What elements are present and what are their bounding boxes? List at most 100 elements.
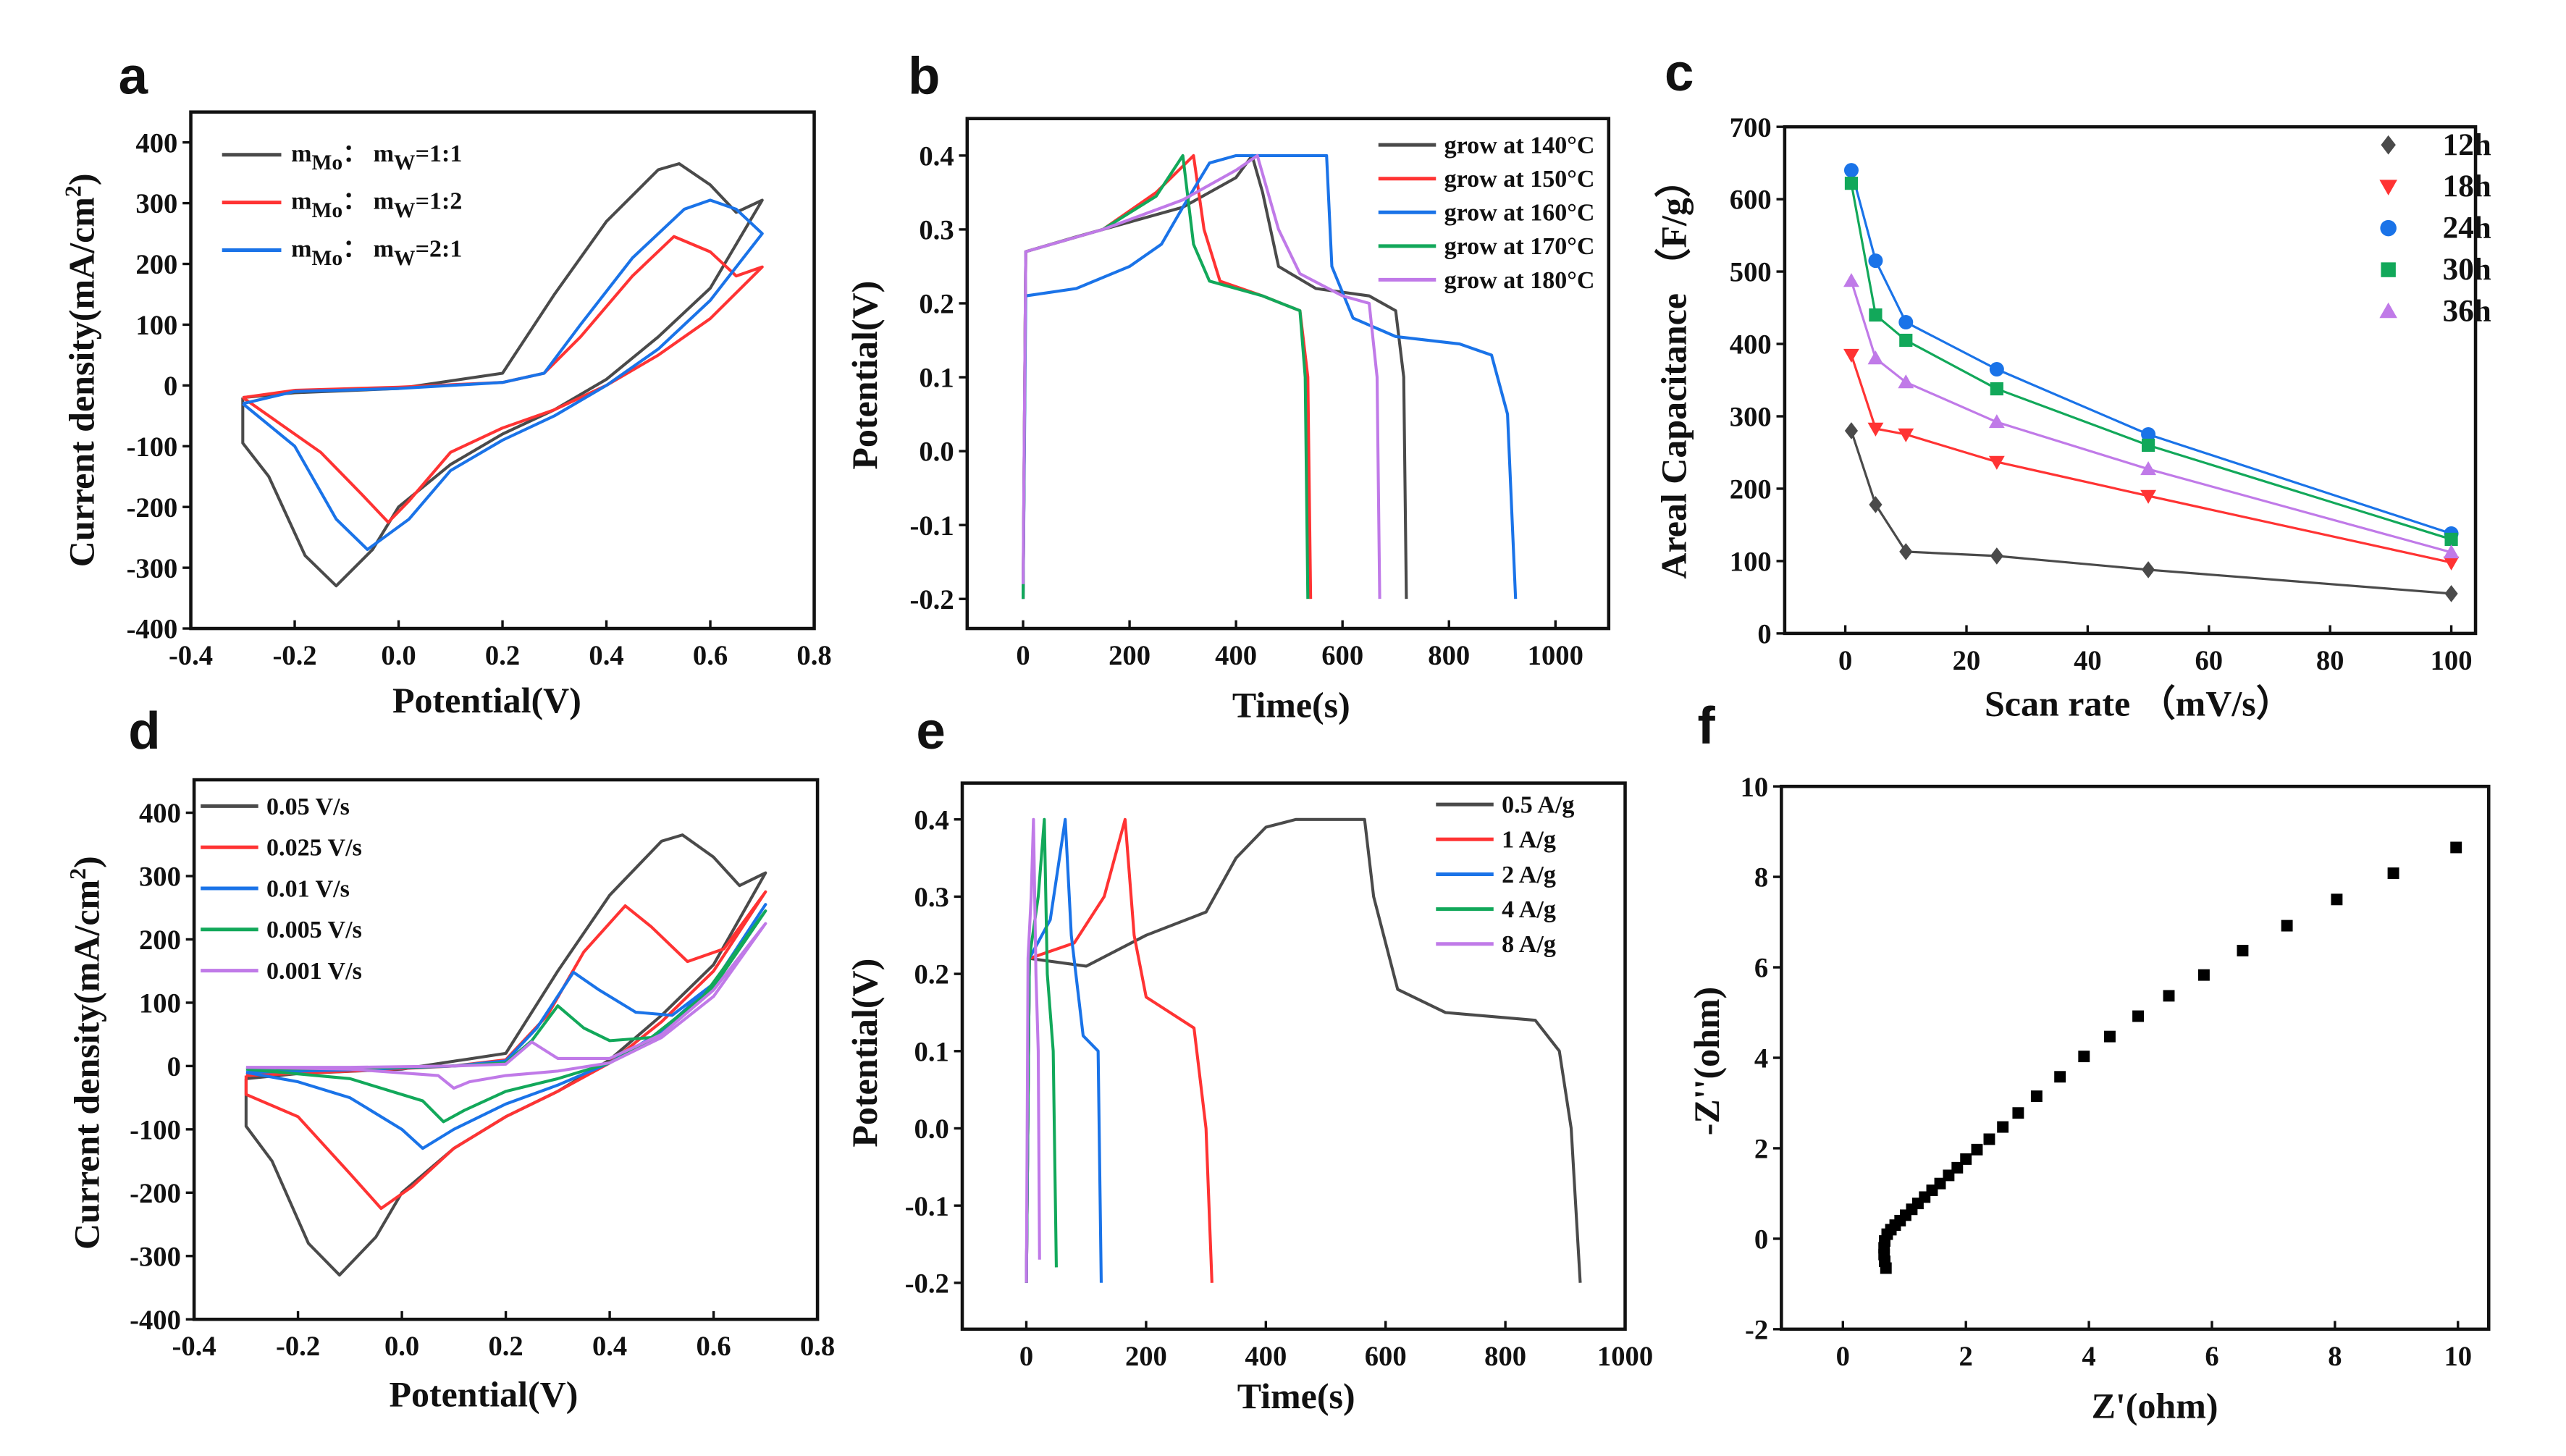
legend-m: m bbox=[291, 188, 311, 215]
legend: grow at 140°C grow at 150°C grow at 160°C g… bbox=[1378, 132, 1595, 294]
y-tick-label: -0.1 bbox=[905, 1192, 949, 1222]
x-tick-label: 20 bbox=[1953, 646, 1981, 676]
y-tick-label: 100 bbox=[1730, 547, 1772, 578]
x-tick-label: 0.2 bbox=[488, 1331, 523, 1362]
x-tick-label: 0.6 bbox=[693, 641, 728, 671]
y-tick-label: -200 bbox=[127, 493, 178, 523]
x-axis-title: Z'(ohm) bbox=[2092, 1386, 2218, 1426]
legend-sub-w: W bbox=[394, 151, 416, 174]
y-axis-title-sup: 2 bbox=[60, 185, 85, 197]
x-axis-title: Potential(V) bbox=[389, 1374, 578, 1415]
series-line bbox=[242, 198, 764, 552]
legend-label: grow at 160°C bbox=[1444, 200, 1595, 227]
legend-sub-mo: Mo bbox=[311, 247, 342, 270]
data-point bbox=[2450, 841, 2462, 854]
legend-sep: ： m bbox=[342, 188, 394, 215]
panel-c-capacitance-vs-scan-rate: c 0 20 40 60 80 100 0 100 200 300 400 500 600 700 Scan … bbox=[1654, 43, 2491, 723]
legend-label: 0.001 V/s bbox=[266, 958, 362, 985]
legend-marker bbox=[2380, 219, 2397, 237]
legend-m: m bbox=[291, 236, 311, 263]
y-tick-label: -100 bbox=[130, 1115, 181, 1145]
y-tick-label: 0.1 bbox=[919, 363, 954, 394]
x-tick-label: 1000 bbox=[1528, 641, 1583, 671]
legend-sep: ： m bbox=[342, 140, 394, 167]
y-tick-label: 300 bbox=[135, 189, 177, 219]
data-point bbox=[1898, 428, 1914, 442]
legend-label: mMo： mW=1:2 bbox=[291, 188, 462, 222]
data-point bbox=[2443, 544, 2460, 559]
series-line bbox=[1022, 153, 1381, 599]
data-point bbox=[2444, 585, 2458, 602]
data-point bbox=[1843, 273, 1859, 287]
x-tick-label: 600 bbox=[1321, 641, 1363, 671]
data-point bbox=[1988, 414, 2005, 429]
legend-ratio: =1:2 bbox=[416, 188, 463, 215]
x-tick-label: 8 bbox=[2328, 1342, 2342, 1372]
plot-frame bbox=[1783, 125, 2478, 636]
y-tick-label: 400 bbox=[139, 799, 181, 829]
legend-label: 4 A/g bbox=[1502, 896, 1556, 923]
data-point bbox=[1869, 308, 1883, 322]
legend-label: 24h bbox=[2443, 211, 2491, 245]
series-line bbox=[1022, 153, 1408, 599]
legend-label: mMo： mW=1:1 bbox=[291, 140, 462, 174]
y-tick-label: -2 bbox=[1745, 1315, 1768, 1345]
y-axis-title-main: -Z''(ohm) bbox=[1686, 987, 1727, 1135]
data-point bbox=[1997, 1121, 2009, 1133]
y-tick-label: 0.0 bbox=[919, 437, 954, 468]
data-point bbox=[1898, 374, 1914, 389]
plot-area bbox=[1022, 153, 1518, 599]
legend-label: mMo： mW=2:1 bbox=[291, 236, 462, 270]
data-point bbox=[1971, 1143, 1983, 1156]
data-point bbox=[2054, 1071, 2066, 1083]
panel-a-cv-ratio: a -0.4 -0.2 0.0 0.2 0.4 0.6 0.8 -400 -300 -200 -100… bbox=[60, 47, 831, 720]
data-point bbox=[2163, 990, 2175, 1002]
panel-letter: f bbox=[1697, 697, 1715, 755]
y-tick-label: 0 bbox=[167, 1052, 181, 1082]
legend-marker bbox=[2379, 302, 2397, 319]
series-line bbox=[241, 162, 764, 588]
y-axis-title: Current density(mA/cm2) bbox=[65, 856, 106, 1250]
x-tick-label: -0.2 bbox=[272, 641, 316, 671]
y-tick-label: 0.2 bbox=[914, 960, 949, 990]
y-tick-label: 100 bbox=[139, 989, 181, 1019]
plot-area bbox=[1843, 163, 2460, 602]
legend-label: 12h bbox=[2443, 128, 2491, 162]
data-point bbox=[1960, 1153, 1972, 1165]
y-tick-label: 0 bbox=[1754, 1225, 1768, 1255]
y-tick-label: 500 bbox=[1730, 258, 1772, 288]
legend-marker bbox=[2381, 262, 2396, 277]
y-axis-title-tail: ) bbox=[66, 856, 106, 868]
panel-b-gcd-temperature: b 0 200 400 600 800 1000 -0.2 -0.1 0.0 0.1 0.2 0.3 0.… bbox=[844, 47, 1611, 725]
legend-sub-w: W bbox=[394, 247, 416, 270]
y-tick-label: 0.3 bbox=[919, 216, 954, 246]
panel-letter: e bbox=[916, 702, 945, 760]
x-tick-label: 10 bbox=[2444, 1342, 2472, 1372]
legend-label: 0.05 V/s bbox=[266, 794, 350, 820]
panel-letter: b bbox=[908, 47, 940, 106]
y-tick-label: 0.1 bbox=[914, 1037, 949, 1067]
panel-letter: a bbox=[119, 47, 148, 106]
x-tick-label: 40 bbox=[2074, 646, 2102, 676]
legend-m: m bbox=[291, 140, 311, 167]
legend-sub-mo: Mo bbox=[311, 199, 342, 222]
data-point bbox=[1844, 422, 1859, 439]
legend-label: 36h bbox=[2443, 295, 2491, 329]
data-point bbox=[2387, 867, 2399, 880]
series-line bbox=[1025, 817, 1582, 1283]
series-line bbox=[1850, 430, 2452, 595]
x-tick-label: 0.6 bbox=[696, 1331, 731, 1362]
panel-letter: d bbox=[128, 702, 160, 760]
data-point bbox=[2443, 556, 2460, 571]
x-tick-label: -0.2 bbox=[276, 1331, 320, 1362]
x-tick-label: 2 bbox=[1959, 1342, 1973, 1372]
series-line bbox=[1025, 817, 1103, 1283]
x-tick-label: -0.4 bbox=[172, 1331, 216, 1362]
data-point bbox=[2078, 1051, 2090, 1063]
data-point bbox=[1868, 253, 1883, 269]
y-axis-title-main: Potential(V) bbox=[844, 959, 885, 1148]
legend-label: grow at 170°C bbox=[1444, 233, 1595, 260]
data-point bbox=[2140, 489, 2156, 504]
data-point bbox=[2140, 461, 2156, 476]
